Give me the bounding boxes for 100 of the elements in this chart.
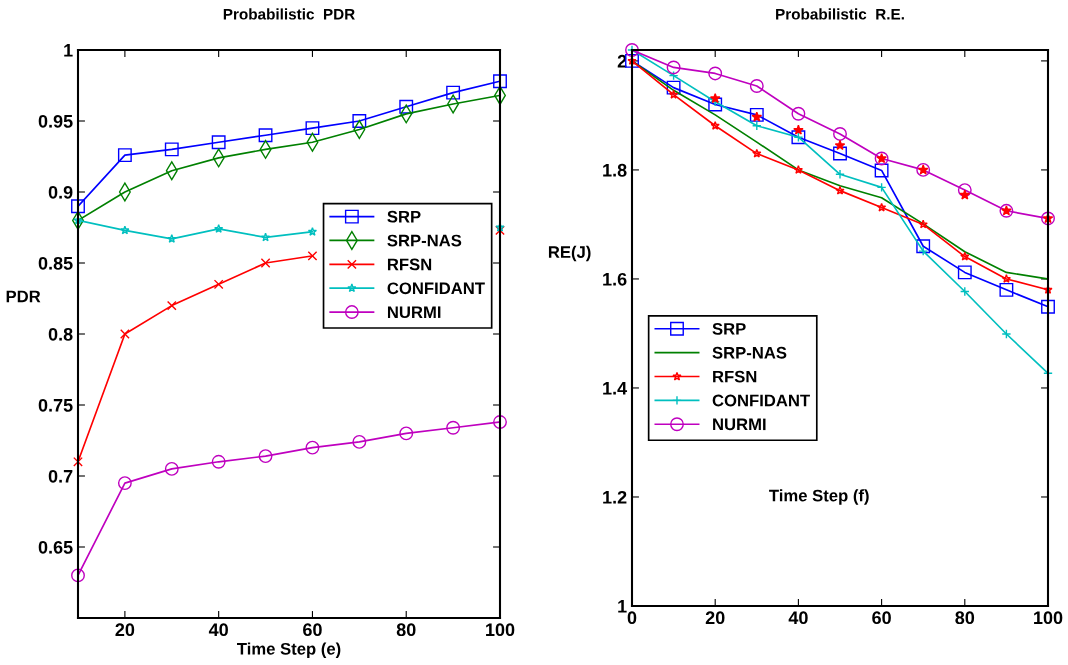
point [307,226,318,236]
point [710,120,720,130]
point [495,225,505,236]
y-tick-label: 0.9 [48,185,73,199]
point [1041,299,1055,314]
x-tick-label: 40 [788,611,808,625]
point [876,202,887,212]
point [668,89,679,99]
legend-label: SRP [387,210,421,223]
x-tick-label: 20 [705,611,725,625]
point [213,279,224,290]
y-tick-label: 1.4 [603,382,628,395]
point [749,79,764,93]
point [166,300,177,311]
point [493,415,507,429]
y-tick-label: 1 [64,44,73,57]
point [260,258,271,268]
y-tick-label: 0.95 [38,114,73,128]
y-tick-label: 1.6 [603,272,627,286]
point [73,456,83,467]
x-tick-label: 80 [955,611,975,625]
point [211,454,226,469]
point [833,127,847,141]
point [960,251,970,261]
legend-label: SRP-NAS [712,346,787,359]
point [999,282,1014,297]
point [71,568,85,583]
x-tick-label: 100 [1034,611,1063,625]
y-axis-title: RE(J) [548,245,591,262]
point [709,92,721,104]
point [835,185,845,195]
legend-label: SRP [712,322,746,335]
point [957,183,972,198]
point [258,449,273,464]
y-tick-label: 0.7 [48,469,73,483]
point [117,476,132,491]
point [793,165,804,174]
legend-label: NURMI [387,306,441,319]
legend-label: CONFIDANT [712,394,810,407]
point [666,80,681,95]
point [399,99,414,114]
x-tick-label: 80 [396,623,416,637]
x-tick-label: 20 [115,623,135,637]
x-tick-label: 100 [486,623,515,637]
point [918,219,928,229]
point [959,189,971,200]
point [752,148,762,158]
point [708,66,723,81]
y-tick-label: 1.8 [603,163,627,177]
point [751,111,763,122]
point [446,85,461,100]
x-axis-title: Time Step (e) [237,642,341,659]
point [120,225,130,235]
legend-label: NURMI [713,418,766,431]
point [352,114,367,128]
legend-label: CONFIDANT [387,282,485,295]
chart-title: Probabilistic R.E. [776,8,904,20]
y-tick-label: 1 [618,600,627,613]
y-tick-label: 1.2 [603,490,627,504]
point [446,420,461,435]
point [71,199,85,214]
point [791,106,806,121]
point [957,265,972,280]
y-tick-label: 0.85 [38,256,73,270]
legend-label: SRP-NAS [387,234,462,247]
x-tick-label: 40 [208,623,228,637]
point [167,233,177,243]
point [1001,274,1012,284]
chart-title: Probabilistic PDR [223,8,355,20]
point [834,139,846,151]
point [305,121,320,136]
point [916,239,931,254]
point [493,74,507,89]
point [708,97,723,112]
point [352,434,367,449]
point [258,128,273,143]
x-tick-label: 0 [627,611,637,625]
legend-label: RFSN [387,258,432,271]
point [1001,329,1012,339]
x-tick-label: 60 [303,623,322,637]
point [260,232,271,242]
point [793,124,804,135]
point [874,163,889,178]
point [833,146,847,161]
y-tick-label: 0.8 [48,327,73,341]
x-tick-label: 60 [872,611,891,625]
x-axis-title: Time Step (f) [769,489,869,505]
point [164,461,179,476]
y-tick-label: 0.65 [38,540,73,554]
y-tick-label: 0.75 [38,398,73,412]
point [120,329,130,339]
point [117,148,132,163]
point [307,251,318,261]
y-axis-title: PDR [6,290,41,303]
point [164,142,179,157]
point [305,440,320,455]
legend-label: RFSN [713,370,757,383]
point [214,224,224,233]
point [666,60,681,75]
point [399,426,414,441]
